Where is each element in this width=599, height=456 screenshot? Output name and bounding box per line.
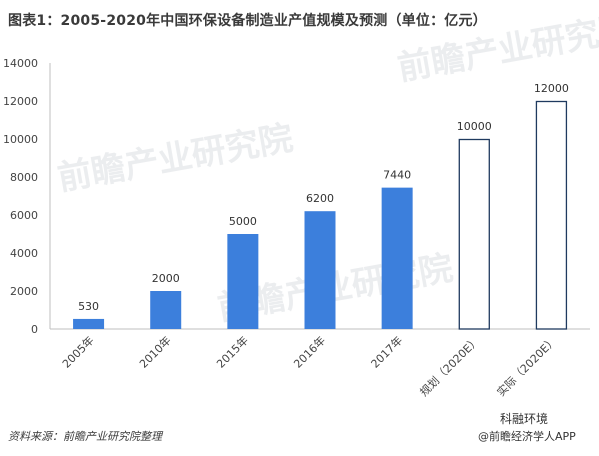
y-tick-label: 8000 bbox=[10, 171, 38, 184]
watermark-wechat: 科融环境 bbox=[500, 412, 549, 426]
bar bbox=[73, 318, 105, 329]
bar bbox=[227, 234, 259, 329]
data-label: 12000 bbox=[534, 82, 569, 95]
data-label: 530 bbox=[78, 300, 99, 313]
x-tick-label: 2005年 bbox=[59, 333, 96, 370]
bar bbox=[304, 211, 336, 329]
x-tick-label: 规划（2020E） bbox=[417, 333, 483, 399]
y-tick-label: 10000 bbox=[3, 133, 38, 146]
x-tick-label: 2016年 bbox=[291, 333, 328, 370]
bar bbox=[535, 100, 568, 330]
x-tick-label: 2017年 bbox=[368, 333, 405, 370]
chart-title: 图表1：2005-2020年中国环保设备制造业产值规模及预测（单位：亿元） bbox=[8, 13, 487, 29]
y-tick-label: 14000 bbox=[3, 57, 38, 70]
x-tick-label: 2010年 bbox=[136, 333, 173, 370]
data-label: 10000 bbox=[457, 120, 492, 133]
data-label: 6200 bbox=[306, 192, 334, 205]
y-tick-label: 6000 bbox=[10, 209, 38, 222]
y-tick-label: 0 bbox=[31, 323, 38, 336]
y-tick-label: 4000 bbox=[10, 247, 38, 260]
x-tick-label: 实际（2020E） bbox=[494, 333, 560, 399]
bar bbox=[381, 187, 413, 329]
y-tick-label: 2000 bbox=[10, 285, 38, 298]
bar bbox=[150, 291, 182, 329]
watermark-text: 前瞻产业研究院 bbox=[55, 118, 296, 199]
data-label: 5000 bbox=[229, 215, 257, 228]
watermark-text: 前瞻产业研究院 bbox=[395, 8, 599, 89]
watermark-app: @前瞻经济学人APP bbox=[478, 430, 576, 443]
bar bbox=[458, 138, 490, 330]
x-tick-label: 2015年 bbox=[214, 333, 251, 370]
data-label: 7440 bbox=[383, 169, 411, 182]
source-note: 资料来源：前瞻产业研究院整理 bbox=[8, 430, 162, 443]
y-tick-label: 12000 bbox=[3, 95, 38, 108]
data-label: 2000 bbox=[152, 272, 180, 285]
